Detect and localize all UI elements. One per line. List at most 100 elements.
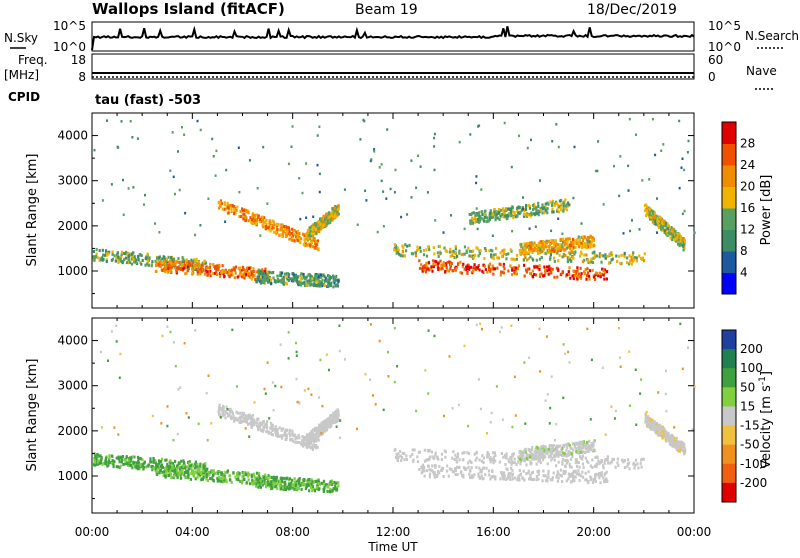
scatter-cell [558,146,560,149]
data-cell [306,445,308,448]
scatter-cell [550,230,552,233]
data-cell [534,266,536,269]
data-cell [245,269,247,272]
data-cell [179,470,181,473]
data-cell [429,475,431,478]
data-cell [524,275,526,278]
data-cell [516,478,518,481]
data-cell [437,251,439,254]
data-cell [309,432,311,435]
data-cell [582,476,584,479]
data-cell [202,465,204,468]
data-cell [469,250,471,253]
data-cell [664,229,666,232]
data-cell [308,436,310,439]
data-cell [542,243,544,246]
data-cell [464,245,466,248]
scatter-cell [443,231,445,234]
data-cell [527,472,529,475]
data-cell [291,432,293,435]
data-cell [654,222,656,225]
scatter-cell [434,219,436,222]
data-cell [108,461,110,464]
data-cell [526,457,528,460]
data-cell [202,470,204,473]
data-cell [294,240,296,243]
data-cell [466,251,468,254]
data-cell [491,469,493,472]
data-cell [575,442,577,445]
scatter-cell [492,235,494,238]
data-cell [444,456,446,459]
data-cell [291,228,293,231]
data-cell [299,241,301,244]
data-cell [243,412,245,415]
data-cell [575,239,577,242]
data-cell [604,256,606,259]
data-cell [511,258,513,261]
data-cell [303,243,305,246]
data-cell [291,236,293,239]
scatter-cell [480,188,482,191]
data-cell [466,272,468,275]
data-cell [591,445,593,448]
data-cell [494,451,496,454]
data-cell [139,253,141,256]
data-cell [186,261,188,264]
data-cell [416,246,418,249]
scatter-cell [319,191,321,194]
data-cell [118,260,120,263]
data-cell [320,273,322,276]
scatter-cell [406,213,408,216]
data-cell [525,245,527,248]
data-cell [523,450,525,453]
data-cell [571,453,573,456]
data-cell [584,478,586,481]
data-cell [527,214,529,217]
scatter-cell [475,182,477,185]
data-cell [150,465,152,468]
data-cell [283,477,285,480]
data-cell [481,270,483,273]
data-cell [474,254,476,257]
data-cell [170,256,172,259]
data-cell [488,473,490,476]
data-cell [585,254,587,257]
scatter-cell [224,221,226,224]
data-cell [636,256,638,259]
data-cell [223,477,225,480]
data-cell [562,201,564,204]
data-cell [315,222,317,225]
data-cell [420,250,422,253]
data-cell [228,474,230,477]
data-cell [241,276,243,279]
data-cell [304,281,306,284]
scatter-cell [527,147,529,150]
data-cell [500,274,502,277]
scatter-cell [572,197,574,200]
data-cell [578,241,580,244]
data-cell [682,245,684,248]
data-cell [498,208,500,211]
data-cell [127,462,129,465]
data-cell [291,232,293,235]
data-cell [283,276,285,279]
data-cell [240,480,242,483]
data-cell [195,477,197,480]
data-cell [575,450,577,453]
data-cell [324,284,326,287]
data-cell [520,473,522,476]
data-cell [590,477,592,480]
data-cell [583,444,585,447]
data-cell [534,244,536,247]
data-cell [558,461,560,464]
data-cell [674,230,676,233]
data-cell [169,459,171,462]
data-cell [158,459,160,462]
data-cell [250,425,252,428]
data-cell [426,255,428,258]
data-cell [279,426,281,429]
data-cell [182,263,184,266]
data-cell [176,270,178,273]
data-cell [499,477,501,480]
